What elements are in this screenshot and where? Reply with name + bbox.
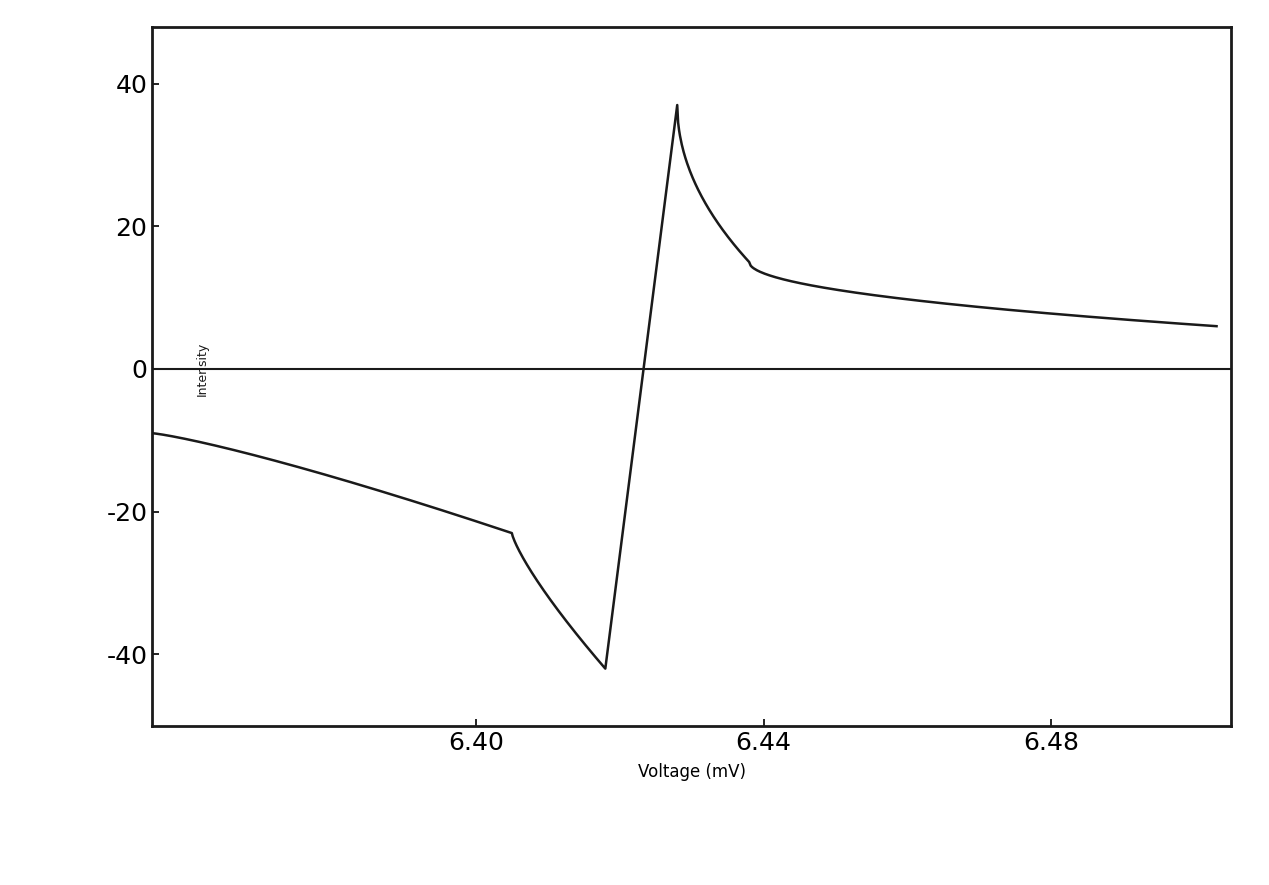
Text: Intensity: Intensity (197, 342, 209, 396)
X-axis label: Voltage (mV): Voltage (mV) (637, 763, 746, 781)
